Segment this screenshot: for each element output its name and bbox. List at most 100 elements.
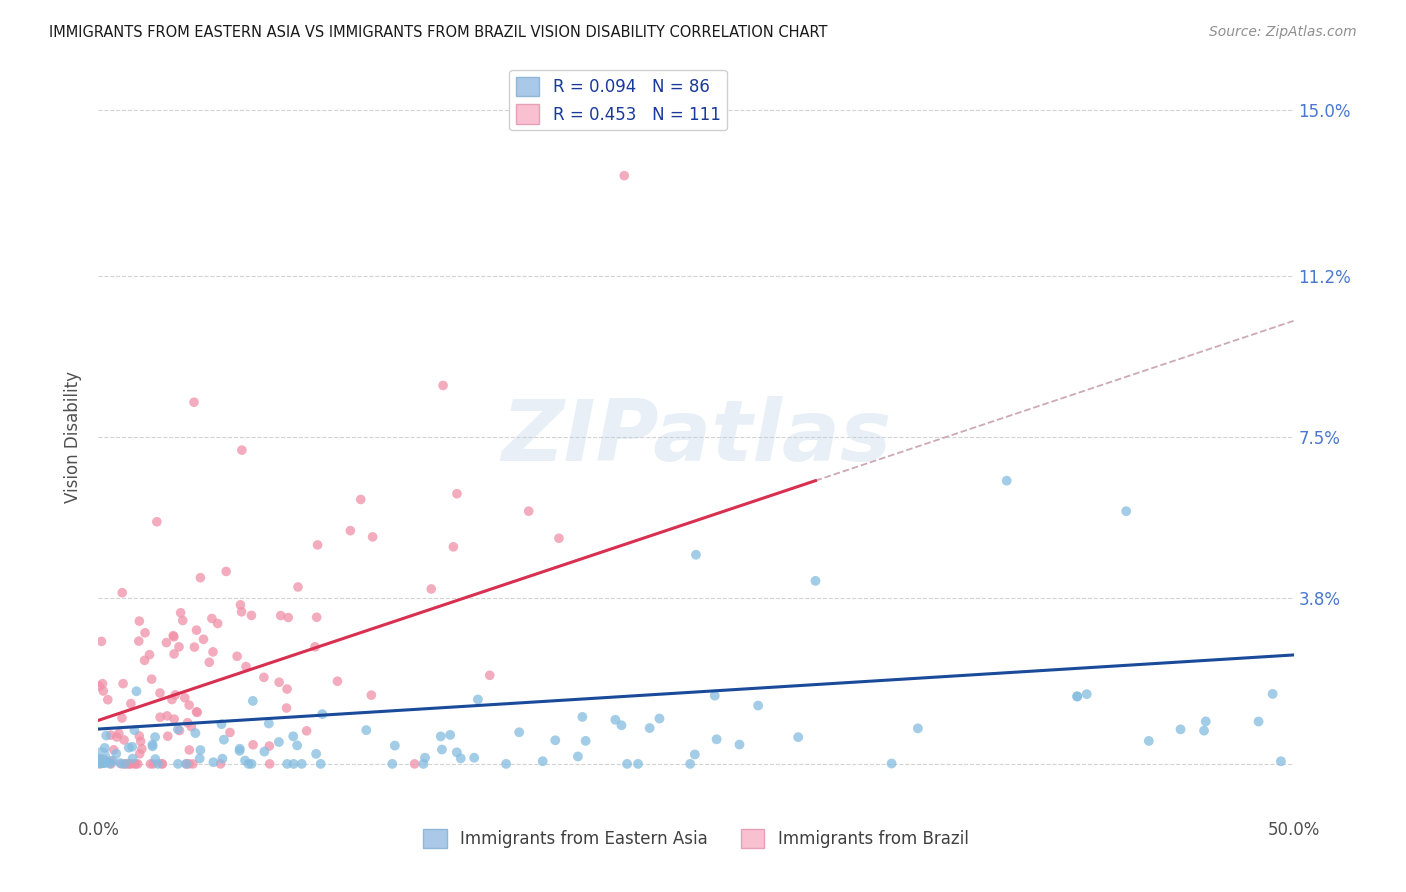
Point — [118, 740, 141, 755]
Point — [291, 756, 314, 771]
Point — [163, 647, 186, 661]
Point — [183, 640, 205, 654]
Point — [706, 732, 728, 747]
Point — [384, 739, 406, 753]
Point — [269, 675, 291, 690]
Point — [571, 710, 593, 724]
Point — [90, 634, 112, 648]
Point — [134, 625, 156, 640]
Point — [240, 756, 263, 771]
Point — [141, 672, 163, 686]
Point — [112, 676, 135, 690]
Point — [211, 752, 233, 766]
Point — [169, 606, 191, 620]
Point — [1261, 687, 1284, 701]
Point — [1247, 714, 1270, 729]
Point — [162, 629, 184, 643]
Point — [478, 668, 501, 682]
Point — [439, 728, 461, 742]
Point — [531, 754, 554, 768]
Point — [138, 648, 160, 662]
Point — [381, 756, 404, 771]
Point — [202, 755, 225, 769]
Point — [114, 756, 136, 771]
Point — [181, 756, 204, 771]
Point — [111, 756, 134, 771]
Point — [89, 679, 111, 693]
Point — [128, 747, 150, 761]
Point — [880, 756, 903, 771]
Point — [105, 747, 128, 761]
Point — [304, 640, 326, 654]
Point — [186, 705, 208, 719]
Point — [361, 530, 384, 544]
Point — [121, 751, 143, 765]
Point — [305, 610, 328, 624]
Point — [463, 750, 485, 764]
Point — [167, 723, 190, 737]
Point — [685, 548, 707, 562]
Point — [907, 722, 929, 736]
Point — [450, 751, 472, 765]
Point — [233, 754, 256, 768]
Point — [605, 713, 627, 727]
Point — [638, 721, 661, 735]
Point — [121, 739, 143, 754]
Point — [193, 632, 215, 647]
Point — [253, 745, 276, 759]
Point — [190, 743, 212, 757]
Point — [143, 730, 166, 744]
Point — [156, 709, 179, 723]
Point — [276, 756, 298, 771]
Point — [412, 756, 434, 771]
Point — [995, 474, 1018, 488]
Point — [1076, 687, 1098, 701]
Point — [350, 492, 373, 507]
Point — [283, 729, 305, 743]
Point — [326, 674, 349, 689]
Point — [179, 698, 201, 712]
Point — [124, 756, 146, 771]
Point — [160, 692, 183, 706]
Point — [231, 443, 253, 458]
Point — [174, 756, 197, 771]
Point — [253, 670, 276, 684]
Point — [129, 734, 152, 748]
Point — [90, 756, 112, 770]
Point — [1170, 723, 1192, 737]
Point — [190, 571, 212, 585]
Point — [142, 756, 165, 771]
Point — [180, 720, 202, 734]
Point — [610, 718, 633, 732]
Point — [128, 729, 150, 743]
Point — [238, 756, 260, 771]
Point — [207, 616, 229, 631]
Point — [100, 756, 122, 771]
Point — [111, 711, 134, 725]
Point — [114, 756, 136, 771]
Point — [173, 690, 195, 705]
Point — [97, 692, 120, 706]
Point — [283, 756, 305, 771]
Point — [683, 747, 706, 762]
Point — [105, 730, 128, 744]
Point — [101, 754, 124, 768]
Point — [679, 756, 702, 771]
Point — [93, 756, 115, 771]
Point — [142, 739, 165, 754]
Point — [188, 751, 211, 765]
Point — [150, 756, 173, 771]
Point — [285, 739, 308, 753]
Point — [108, 726, 131, 740]
Point — [240, 608, 263, 623]
Point — [90, 756, 112, 771]
Point — [548, 531, 571, 545]
Point — [100, 754, 122, 768]
Point — [209, 756, 232, 771]
Point — [747, 698, 769, 713]
Point — [242, 738, 264, 752]
Point — [517, 504, 540, 518]
Text: Source: ZipAtlas.com: Source: ZipAtlas.com — [1209, 25, 1357, 39]
Point — [508, 725, 530, 739]
Point — [143, 752, 166, 766]
